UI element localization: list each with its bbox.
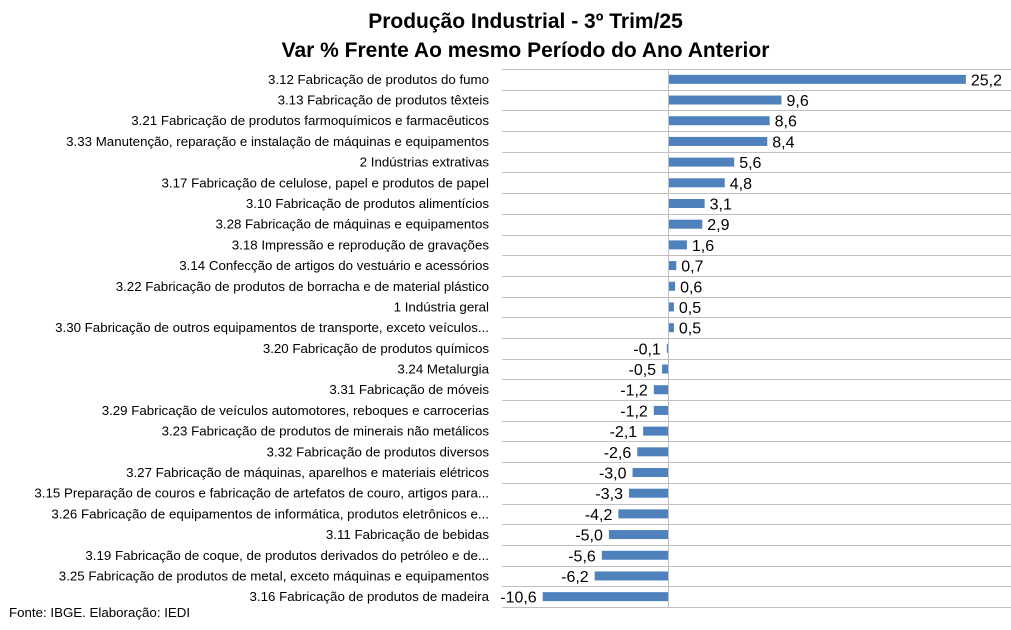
bar xyxy=(668,240,687,250)
bar xyxy=(668,302,674,312)
bar xyxy=(594,571,668,581)
category-labels: 3.12 Fabricação de produtos do fumo 3.13 … xyxy=(34,72,489,604)
bar xyxy=(608,530,668,540)
category-label: 3.19 Fabricação de coque, de produtos de… xyxy=(85,548,489,563)
category-label: 3.12 Fabricação de produtos do fumo xyxy=(268,72,489,87)
category-label: 3.25 Fabricação de produtos de metal, ex… xyxy=(59,568,490,583)
bar xyxy=(668,157,735,167)
value-label: 3,1 xyxy=(710,197,732,214)
bar xyxy=(662,364,668,374)
value-label: -5,0 xyxy=(575,528,603,545)
category-label: 3.23 Fabricação de produtos de minerais … xyxy=(162,424,490,439)
value-label: 0,5 xyxy=(679,321,701,338)
category-label: 3.15 Preparação de couros e fabricação d… xyxy=(34,486,489,501)
value-label: 0,6 xyxy=(680,279,702,296)
category-label: 2 Indústrias extrativas xyxy=(360,155,490,170)
category-label: 3.13 Fabricação de produtos têxteis xyxy=(278,93,490,108)
category-label: 3.16 Fabricação de produtos de madeira xyxy=(250,589,490,604)
value-label: -10,6 xyxy=(500,590,537,607)
value-label: 8,6 xyxy=(775,114,797,131)
category-label: 3.14 Confecção de artigos do vestuário e… xyxy=(179,258,489,273)
value-label: -5,6 xyxy=(568,548,596,565)
value-label: 5,6 xyxy=(739,155,761,172)
bar xyxy=(666,343,668,353)
category-label: 3.31 Fabricação de móveis xyxy=(329,382,489,397)
value-label: -6,2 xyxy=(561,569,589,586)
category-label: 3.26 Fabricação de equipamentos de infor… xyxy=(51,506,489,521)
category-label: 3.32 Fabricação de produtos diversos xyxy=(267,444,490,459)
bar xyxy=(668,323,674,333)
bar xyxy=(668,178,725,188)
bar xyxy=(668,219,703,229)
value-label: 0,7 xyxy=(681,259,703,276)
category-label: 3.33 Manutenção, reparação e instalação … xyxy=(66,134,489,149)
bar xyxy=(601,550,668,560)
category-label: 3.18 Impressão e reprodução de gravações xyxy=(232,237,490,252)
bar xyxy=(628,488,668,498)
category-label: 3.20 Fabricação de produtos químicos xyxy=(263,341,490,356)
bar xyxy=(653,405,668,415)
bar xyxy=(632,468,668,477)
bar xyxy=(668,74,966,84)
category-label: 3.11 Fabricação de bebidas xyxy=(326,527,489,542)
chart-title: Produção Industrial - 3º Trim/25 xyxy=(368,10,683,33)
category-label: 3.29 Fabricação de veículos automotores,… xyxy=(102,403,490,418)
gridlines xyxy=(502,69,1011,608)
bars xyxy=(542,74,966,602)
bar xyxy=(653,385,668,395)
category-label: 3.17 Fabricação de celulose, papel e pro… xyxy=(162,175,490,190)
bar xyxy=(637,447,668,457)
category-label: 1 Indústria geral xyxy=(394,299,489,314)
value-label: 0,5 xyxy=(679,300,701,317)
chart-subtitle: Var % Frente Ao mesmo Período do Ano Ant… xyxy=(281,39,770,62)
value-label: -3,3 xyxy=(595,486,623,503)
bar xyxy=(643,426,668,436)
category-label: 3.21 Fabricação de produtos farmoquímico… xyxy=(131,113,489,128)
bar xyxy=(668,95,782,105)
category-label: 3.28 Fabricação de máquinas e equipament… xyxy=(215,217,489,232)
category-label: 3.24 Metalurgia xyxy=(397,362,489,377)
category-label: 3.30 Fabricação de outros equipamentos d… xyxy=(55,320,489,335)
value-label: 25,2 xyxy=(971,72,1002,89)
value-label: -2,1 xyxy=(610,424,638,441)
value-labels: 25,2 9,6 8,6 8,4 5,6 4,8 3,1 2,9 1,6 0,7 0,6 0,5 0,5… xyxy=(500,72,1002,606)
value-label: -0,1 xyxy=(633,341,661,358)
value-label: 2,9 xyxy=(707,217,729,234)
category-label: 3.22 Fabricação de produtos de borracha … xyxy=(116,279,489,294)
bar xyxy=(668,116,770,126)
value-label: -1,2 xyxy=(620,383,648,400)
value-label: -4,2 xyxy=(585,507,613,524)
bar xyxy=(542,592,668,602)
bar xyxy=(668,136,768,146)
value-label: 8,4 xyxy=(772,134,794,151)
bar xyxy=(668,199,705,208)
bar xyxy=(668,261,677,271)
value-label: -1,2 xyxy=(620,403,648,420)
value-label: -0,5 xyxy=(629,362,657,379)
category-label: 3.10 Fabricação de produtos alimentícios xyxy=(246,196,490,211)
value-label: 1,6 xyxy=(692,238,714,255)
bar xyxy=(668,281,676,291)
value-label: -3,0 xyxy=(599,466,627,483)
value-label: 9,6 xyxy=(786,93,808,110)
source-note: Fonte: IBGE. Elaboração: IEDI xyxy=(9,605,191,620)
category-label: 3.27 Fabricação de máquinas, aparelhos e… xyxy=(126,465,489,480)
value-label: -2,6 xyxy=(604,445,632,462)
bar xyxy=(618,509,668,519)
value-label: 4,8 xyxy=(730,176,752,193)
